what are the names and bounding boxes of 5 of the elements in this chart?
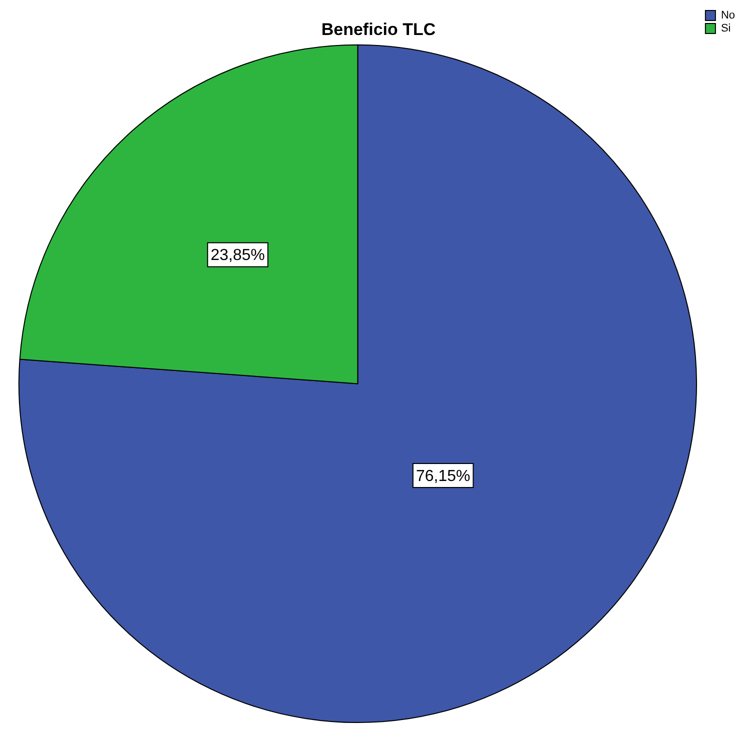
text: Beneficio TLC <box>321 20 436 39</box>
data-label: 23,85% <box>210 247 265 264</box>
legend-label: Si <box>720 22 731 35</box>
data-label: 76,15% <box>416 468 470 485</box>
legend-label: No <box>720 10 735 22</box>
